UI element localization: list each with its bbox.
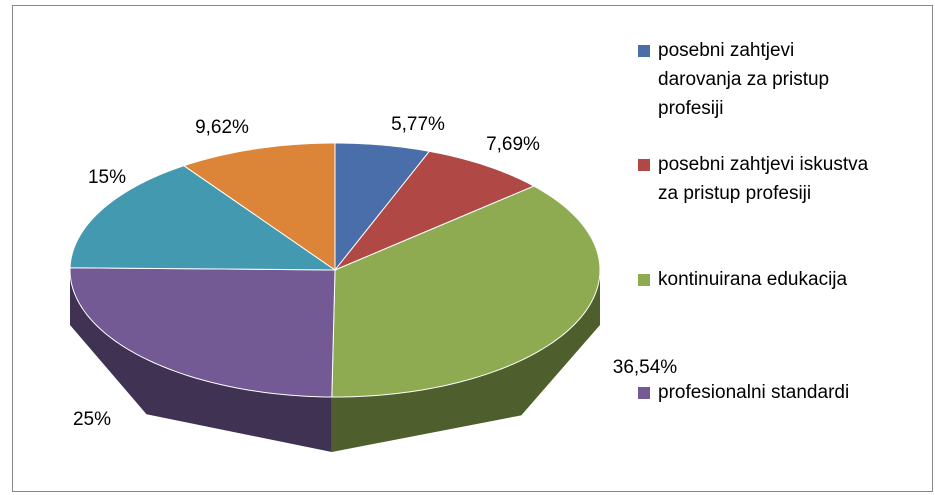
legend-item: kontinuirana edukacija (638, 265, 847, 294)
pie-slice (334, 142, 431, 272)
data-label: 7,69% (486, 134, 540, 155)
legend-label: posebni zahtjevi iskustva za pristup pro… (658, 154, 869, 204)
legend-item: posebni zahtjevi darovanja za pristup pr… (638, 36, 873, 123)
legend-swatch (638, 274, 650, 286)
legend-swatch (638, 387, 650, 399)
pie-slice (331, 185, 601, 398)
pie-slice (334, 150, 536, 271)
data-label: 9,62% (195, 117, 249, 138)
legend-label: kontinuirana edukacija (658, 269, 848, 290)
pie-side (331, 270, 600, 452)
chart-border (12, 5, 933, 492)
legend-label: profesionalni standardi (658, 382, 850, 403)
data-label: 15% (88, 167, 126, 188)
data-label: 5,77% (391, 114, 445, 135)
data-label: 25% (73, 409, 111, 430)
legend-item: posebni zahtjevi iskustva za pristup pro… (638, 150, 873, 208)
pie-side (70, 270, 332, 452)
legend-item: profesionalni standardi (638, 378, 849, 407)
pie-slice (182, 142, 336, 271)
legend-swatch (638, 159, 650, 171)
legend-label: posebni zahtjevi darovanja za pristup pr… (658, 40, 830, 119)
legend-swatch (638, 45, 650, 57)
pie-slice (69, 165, 337, 271)
pie-slice (69, 267, 336, 398)
data-label: 36,54% (613, 357, 678, 378)
